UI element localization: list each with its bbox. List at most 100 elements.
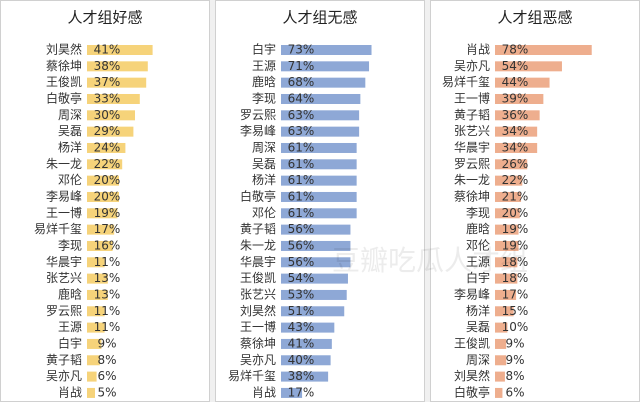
value-label: 51% xyxy=(288,304,315,318)
value-label: 19% xyxy=(502,222,529,236)
value-label: 33% xyxy=(94,91,121,105)
bar xyxy=(281,289,347,300)
category-label: 王源 xyxy=(58,320,82,334)
bar xyxy=(495,306,514,317)
category-label: 周深 xyxy=(466,353,490,367)
category-label: 杨洋 xyxy=(252,172,276,187)
bar xyxy=(495,289,517,300)
bar xyxy=(495,371,505,382)
category-label: 白敬亭 xyxy=(240,188,276,203)
category-label: 白宇 xyxy=(58,335,82,350)
category-label: 吴亦凡 xyxy=(454,58,490,73)
value-label: 34% xyxy=(502,124,529,138)
category-label: 肖战 xyxy=(58,385,82,399)
category-label: 王一博 xyxy=(454,90,490,105)
category-label: 王源 xyxy=(466,255,490,269)
chart-title: 人才组恶感 xyxy=(497,9,572,27)
value-label: 63% xyxy=(288,124,315,138)
value-label: 36% xyxy=(502,108,529,122)
bar xyxy=(87,61,148,72)
bar xyxy=(281,355,331,366)
category-label: 李现 xyxy=(58,237,82,252)
bar xyxy=(87,355,100,366)
value-label: 18% xyxy=(502,255,529,269)
bar xyxy=(281,257,351,268)
bar xyxy=(495,273,518,284)
value-label: 6% xyxy=(505,385,524,399)
value-label: 29% xyxy=(94,124,121,138)
category-label: 华晨宇 xyxy=(454,140,490,154)
value-label: 56% xyxy=(288,222,315,236)
value-label: 21% xyxy=(502,189,529,203)
value-label: 16% xyxy=(94,238,121,252)
value-label: 40% xyxy=(288,353,315,367)
bar xyxy=(281,110,360,121)
value-label: 11% xyxy=(94,320,121,334)
bar xyxy=(281,61,370,72)
value-label: 20% xyxy=(94,173,121,187)
value-label: 43% xyxy=(288,320,315,334)
value-label: 11% xyxy=(94,304,121,318)
value-label: 56% xyxy=(288,255,315,269)
category-label: 易烊千玺 xyxy=(442,75,490,89)
category-label: 吴磊 xyxy=(58,124,82,138)
category-label: 王俊凯 xyxy=(240,270,276,285)
value-label: 73% xyxy=(288,43,315,57)
category-label: 肖战 xyxy=(466,43,490,57)
bar xyxy=(495,175,523,186)
category-label: 华晨宇 xyxy=(240,255,276,269)
bar xyxy=(87,126,134,137)
value-label: 41% xyxy=(94,43,121,57)
value-label: 19% xyxy=(502,238,529,252)
category-label: 刘昊然 xyxy=(454,368,490,383)
bar xyxy=(281,240,351,251)
value-label: 11% xyxy=(94,255,121,269)
bar xyxy=(281,191,357,202)
category-label: 王俊凯 xyxy=(46,74,82,89)
category-label: 朱一龙 xyxy=(240,238,276,252)
bar xyxy=(87,208,118,219)
bar xyxy=(281,371,329,382)
bar xyxy=(495,45,592,55)
value-label: 10% xyxy=(502,320,529,334)
category-label: 李易峰 xyxy=(240,123,276,138)
value-label: 9% xyxy=(97,336,116,350)
value-label: 9% xyxy=(505,336,524,350)
bar xyxy=(87,240,113,251)
category-label: 吴亦凡 xyxy=(46,368,82,383)
bar xyxy=(281,338,332,349)
bar xyxy=(495,191,522,202)
category-label: 刘昊然 xyxy=(240,303,276,318)
bar xyxy=(87,93,140,104)
bar xyxy=(281,175,357,186)
bar xyxy=(495,93,544,104)
value-label: 63% xyxy=(288,108,315,122)
bar xyxy=(87,224,115,235)
value-label: 38% xyxy=(94,59,121,73)
category-label: 张艺兴 xyxy=(46,271,82,285)
bar xyxy=(281,387,303,398)
bar xyxy=(87,289,108,300)
category-label: 黄子韬 xyxy=(240,222,276,236)
category-label: 易烊千玺 xyxy=(34,222,82,236)
category-label: 张艺兴 xyxy=(240,287,276,301)
value-label: 39% xyxy=(502,91,529,105)
value-label: 17% xyxy=(288,385,315,399)
value-label: 54% xyxy=(502,59,529,73)
bar xyxy=(281,77,366,88)
value-label: 17% xyxy=(502,287,529,301)
value-label: 13% xyxy=(94,271,121,285)
value-label: 61% xyxy=(288,157,315,171)
value-label: 37% xyxy=(94,75,121,89)
value-label: 24% xyxy=(94,140,121,154)
value-label: 64% xyxy=(288,91,315,105)
value-label: 9% xyxy=(505,353,524,367)
bar xyxy=(87,257,105,268)
bar xyxy=(281,322,335,333)
bar xyxy=(87,387,95,398)
category-label: 肖战 xyxy=(252,385,276,399)
